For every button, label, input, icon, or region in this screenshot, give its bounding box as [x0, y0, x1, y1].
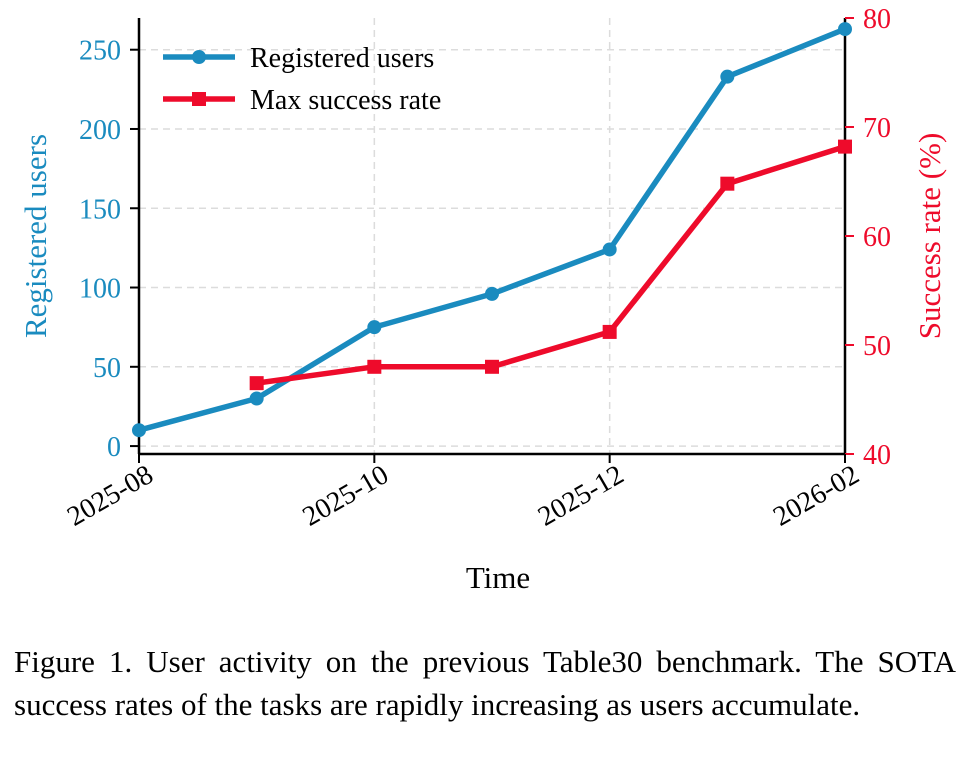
right-tick-label: 60 [863, 222, 891, 253]
grid-lines [138, 18, 846, 454]
x-tick-label: 2025-08 [62, 459, 158, 533]
data-point [249, 376, 264, 391]
data-point [720, 176, 735, 191]
axis-labels: Time Registered users Success rate (%) [18, 133, 947, 595]
left-tick-label: 100 [79, 274, 121, 305]
right-tick-label: 50 [863, 331, 891, 362]
data-point [602, 324, 617, 339]
x-axis-label: Time [466, 560, 530, 595]
x-tick-label: 2025-10 [298, 459, 394, 533]
x-tick-label: 2025-12 [533, 459, 629, 533]
series-line [256, 143, 846, 386]
data-point [485, 286, 499, 301]
data-point [132, 423, 146, 438]
legend-label: Registered users [250, 43, 434, 74]
data-point [367, 320, 382, 335]
right-y-axis-label: Success rate (%) [912, 133, 947, 340]
left-tick-label: 50 [93, 353, 121, 384]
x-tick-label: 2026-02 [768, 459, 864, 533]
left-tick-label: 150 [79, 194, 121, 225]
right-tick-label: 40 [863, 440, 891, 471]
axes: 0 50 100 150 200 250 40 50 60 70 80 2025-08 2025-10 2… [62, 4, 891, 533]
data-point [602, 242, 617, 257]
right-tick-label: 80 [863, 4, 891, 35]
legend: Registered users Max success rate [163, 43, 441, 116]
data-point [485, 359, 499, 374]
legend-marker [192, 92, 206, 106]
legend-label: Max success rate [250, 85, 441, 116]
right-tick-label: 70 [863, 113, 891, 144]
left-y-axis-label: Registered users [18, 134, 53, 338]
legend-marker [192, 50, 206, 64]
data-point [838, 22, 852, 37]
left-tick-label: 250 [79, 36, 121, 67]
data-point [367, 359, 382, 374]
data-point [838, 139, 852, 154]
series-layer [132, 22, 852, 438]
chart: 0 50 100 150 200 250 40 50 60 70 80 2025-08 2025-10 2… [18, 4, 947, 595]
data-point [720, 69, 735, 84]
data-point [249, 391, 264, 406]
figure-caption: Figure 1. User activity on the previous … [14, 644, 956, 722]
left-tick-label: 0 [107, 432, 121, 463]
left-tick-label: 200 [79, 115, 121, 146]
